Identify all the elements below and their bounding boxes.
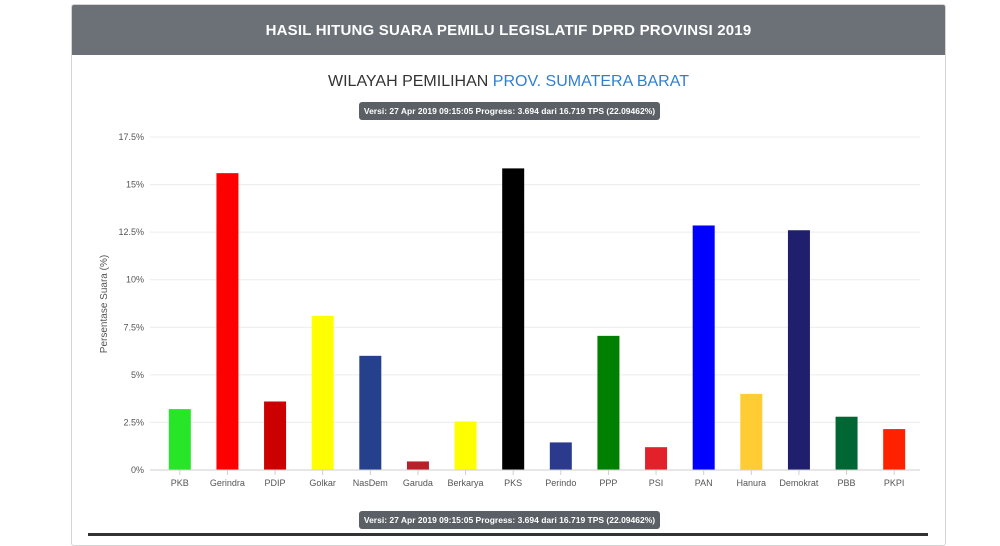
x-tick-label-pkpi: PKPI (884, 478, 905, 488)
y-tick-label: 2.5% (123, 417, 144, 427)
version-badge-bottom: Versi: 27 Apr 2019 09:15:05 Progress: 3.… (359, 511, 660, 529)
x-tick-label-garuda: Garuda (403, 478, 433, 488)
x-tick-label-psi: PSI (649, 478, 664, 488)
x-tick-label-pan: PAN (695, 478, 713, 488)
x-tick-label-gerindra: Gerindra (210, 478, 245, 488)
bar-garuda[interactable] (406, 461, 429, 470)
bar-pkb[interactable] (168, 409, 191, 470)
card-header: HASIL HITUNG SUARA PEMILU LEGISLATIF DPR… (72, 5, 945, 55)
y-axis-label: Persentase Suara (%) (99, 255, 110, 353)
x-tick-label-nasdem: NasDem (353, 478, 388, 488)
x-tick-label-golkar: Golkar (309, 478, 336, 488)
table-top-border (88, 533, 928, 536)
x-tick-label-perindo: Perindo (545, 478, 576, 488)
bar-ppp[interactable] (597, 335, 620, 470)
page-title: HASIL HITUNG SUARA PEMILU LEGISLATIF DPR… (265, 21, 752, 39)
bar-pdip[interactable] (264, 401, 287, 470)
region-name[interactable]: PROV. SUMATERA BARAT (492, 73, 689, 90)
x-axis-ticks: PKB Gerindra PDIP Golkar NasDem Garuda Berkary… (171, 470, 905, 488)
bar-demokrat[interactable] (787, 230, 810, 470)
region-heading: WILAYAH PEMILIHAN PROV. SUMATERA BARAT (72, 73, 945, 91)
bar-berkarya[interactable] (454, 421, 477, 470)
x-tick-label-pbb: PBB (838, 478, 856, 488)
y-tick-label: 15% (126, 180, 144, 190)
y-tick-label: 17.5% (118, 132, 144, 142)
x-tick-label-pdip: PDIP (265, 478, 286, 488)
bar-perindo[interactable] (549, 442, 572, 470)
bar-gerindra[interactable] (216, 173, 239, 470)
x-tick-label-hanura: Hanura (737, 478, 767, 488)
x-tick-label-demokrat: Demokrat (779, 478, 819, 488)
x-tick-label-pkb: PKB (171, 478, 189, 488)
y-axis-ticks: 0% 2.5% 5% 7.5% 10% 12.5% 15% 17.5% (118, 132, 144, 475)
y-tick-label: 5% (131, 370, 144, 380)
bar-nasdem[interactable] (359, 355, 382, 470)
y-tick-label: 10% (126, 275, 144, 285)
chart-bars (168, 168, 906, 470)
region-prefix: WILAYAH PEMILIHAN (328, 73, 489, 90)
bar-hanura[interactable] (740, 393, 763, 470)
x-tick-label-berkarya: Berkarya (448, 478, 484, 488)
x-tick-label-pks: PKS (504, 478, 522, 488)
y-tick-label: 0% (131, 465, 144, 475)
bar-golkar[interactable] (311, 315, 334, 470)
bar-pkpi[interactable] (883, 429, 906, 470)
bar-pan[interactable] (692, 225, 715, 470)
x-tick-label-ppp: PPP (599, 478, 617, 488)
bar-pbb[interactable] (835, 416, 858, 470)
y-tick-label: 7.5% (123, 322, 144, 332)
bar-psi[interactable] (645, 447, 668, 470)
version-badge-top: Versi: 27 Apr 2019 09:15:05 Progress: 3.… (359, 102, 660, 120)
bar-pks[interactable] (502, 168, 525, 470)
y-tick-label: 12.5% (118, 227, 144, 237)
